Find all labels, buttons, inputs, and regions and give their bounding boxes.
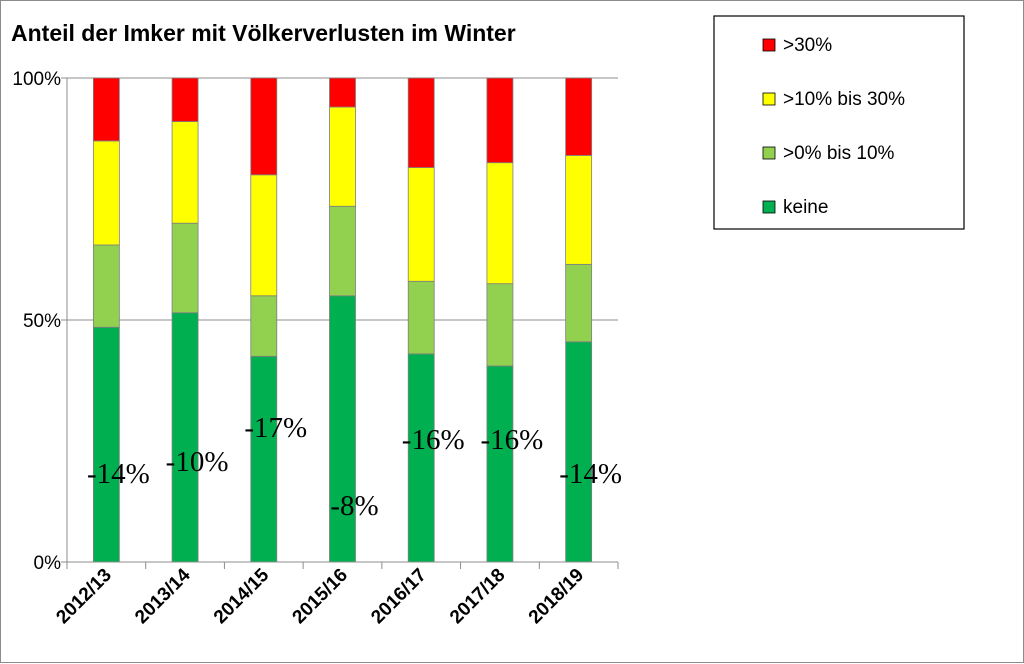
x-tick-label: 2014/15 bbox=[210, 564, 274, 628]
legend-swatch bbox=[762, 38, 776, 52]
bar-2015-16-series-3 bbox=[329, 77, 356, 108]
bar-2018-19-series-3 bbox=[565, 77, 593, 156]
bar-2016-17-series-0 bbox=[407, 353, 435, 563]
chart-title: Anteil der Imker mit Völkerverlusten im … bbox=[11, 20, 516, 46]
x-tick-label: 2016/17 bbox=[367, 565, 430, 628]
y-tick-label: 100% bbox=[12, 69, 61, 90]
bar-2016-17-series-3 bbox=[407, 77, 435, 168]
bar-2015-16-series-1 bbox=[329, 205, 356, 297]
bar-2013-14-series-1 bbox=[171, 222, 199, 314]
legend-swatch bbox=[762, 92, 776, 106]
bar-2015-16-series-2 bbox=[329, 106, 356, 207]
bar-2018-19-series-0 bbox=[565, 341, 593, 563]
y-tick-label: 0% bbox=[34, 553, 62, 574]
legend-entry-label: >30% bbox=[783, 35, 832, 56]
bar-2014-15-series-2 bbox=[250, 174, 278, 297]
y-tick-label: 50% bbox=[23, 311, 61, 332]
legend-entry-label: >0% bis 10% bbox=[783, 143, 895, 164]
legend-swatch bbox=[762, 200, 776, 214]
x-tick-label: 2017/18 bbox=[446, 565, 509, 628]
bar-2018-19-series-2 bbox=[565, 155, 593, 265]
x-tick-label: 2015/16 bbox=[289, 565, 352, 628]
bar-2017-18-series-3 bbox=[486, 77, 514, 164]
bar-2013-14-series-2 bbox=[171, 121, 199, 224]
bar-2012-13-series-0 bbox=[92, 326, 120, 563]
annotation-label: -8% bbox=[330, 490, 378, 522]
bar-2016-17-series-1 bbox=[407, 280, 435, 355]
annotation-label: -16% bbox=[402, 424, 465, 456]
x-tick-label: 2013/14 bbox=[131, 564, 195, 628]
bar-2014-15-series-3 bbox=[250, 77, 278, 176]
bar-2012-13-series-3 bbox=[92, 77, 120, 142]
bar-2012-13-series-1 bbox=[92, 244, 120, 328]
legend-entry-label: >10% bis 30% bbox=[783, 89, 905, 110]
bar-2016-17-series-2 bbox=[407, 167, 435, 282]
bar-2014-15-series-1 bbox=[250, 295, 278, 357]
bar-2013-14-series-3 bbox=[171, 77, 199, 122]
bar-2012-13-series-2 bbox=[92, 140, 120, 246]
bar-2018-19-series-1 bbox=[565, 263, 593, 343]
bar-2017-18-series-0 bbox=[486, 365, 514, 563]
bar-2014-15-series-0 bbox=[250, 355, 278, 563]
bar-2015-16-series-0 bbox=[329, 295, 356, 563]
x-tick-label: 2012/13 bbox=[52, 565, 115, 628]
annotation-label: -10% bbox=[166, 446, 229, 478]
legend-entry-label: keine bbox=[783, 197, 828, 218]
annotation-label: -14% bbox=[559, 458, 622, 490]
annotation-label: -14% bbox=[87, 458, 150, 490]
legend-box bbox=[713, 15, 965, 230]
bar-2013-14-series-0 bbox=[171, 312, 199, 563]
bar-2017-18-series-1 bbox=[486, 283, 514, 367]
x-tick-label: 2018/19 bbox=[525, 565, 588, 628]
annotation-label: -16% bbox=[481, 424, 544, 456]
legend-swatch bbox=[762, 146, 776, 160]
annotation-label: -17% bbox=[244, 412, 307, 444]
bar-2017-18-series-2 bbox=[486, 162, 514, 285]
